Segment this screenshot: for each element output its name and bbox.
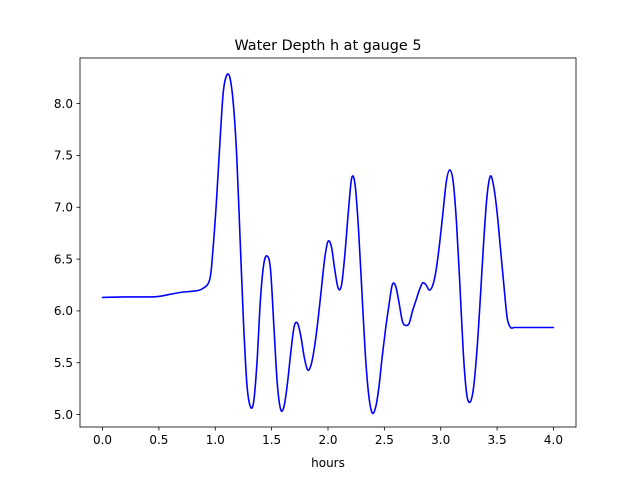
series-layer — [101, 73, 555, 415]
y-axis-ticks: 5.0 5.5 6.0 6.5 7.0 7.5 8.0 — [54, 97, 80, 422]
x-axis-ticks: 0.0 0.5 1.0 1.5 2.0 2.5 3.0 3.5 4.0 — [93, 427, 563, 447]
x-tick-label: 2.0 — [318, 433, 337, 447]
y-tick-label: 7.5 — [54, 149, 73, 163]
series-line — [101, 73, 555, 415]
x-tick-label: 0.0 — [93, 433, 112, 447]
y-tick-label: 5.5 — [54, 356, 73, 370]
y-tick-label: 6.5 — [54, 252, 73, 266]
x-tick-label: 2.5 — [375, 433, 394, 447]
plot-frame — [79, 57, 577, 428]
x-tick-label: 1.0 — [206, 433, 225, 447]
y-tick-label: 6.0 — [54, 304, 73, 318]
y-tick-label: 7.0 — [54, 201, 73, 215]
x-tick-label: 1.5 — [262, 433, 281, 447]
x-axis-label: hours — [311, 456, 345, 470]
x-tick-label: 0.5 — [149, 433, 168, 447]
x-tick-label: 3.0 — [431, 433, 450, 447]
y-tick-label: 5.0 — [54, 408, 73, 422]
x-tick-label: 4.0 — [544, 433, 563, 447]
x-tick-label: 3.5 — [488, 433, 507, 447]
chart-title: Water Depth h at gauge 5 — [234, 38, 421, 54]
y-tick-label: 8.0 — [54, 97, 73, 111]
